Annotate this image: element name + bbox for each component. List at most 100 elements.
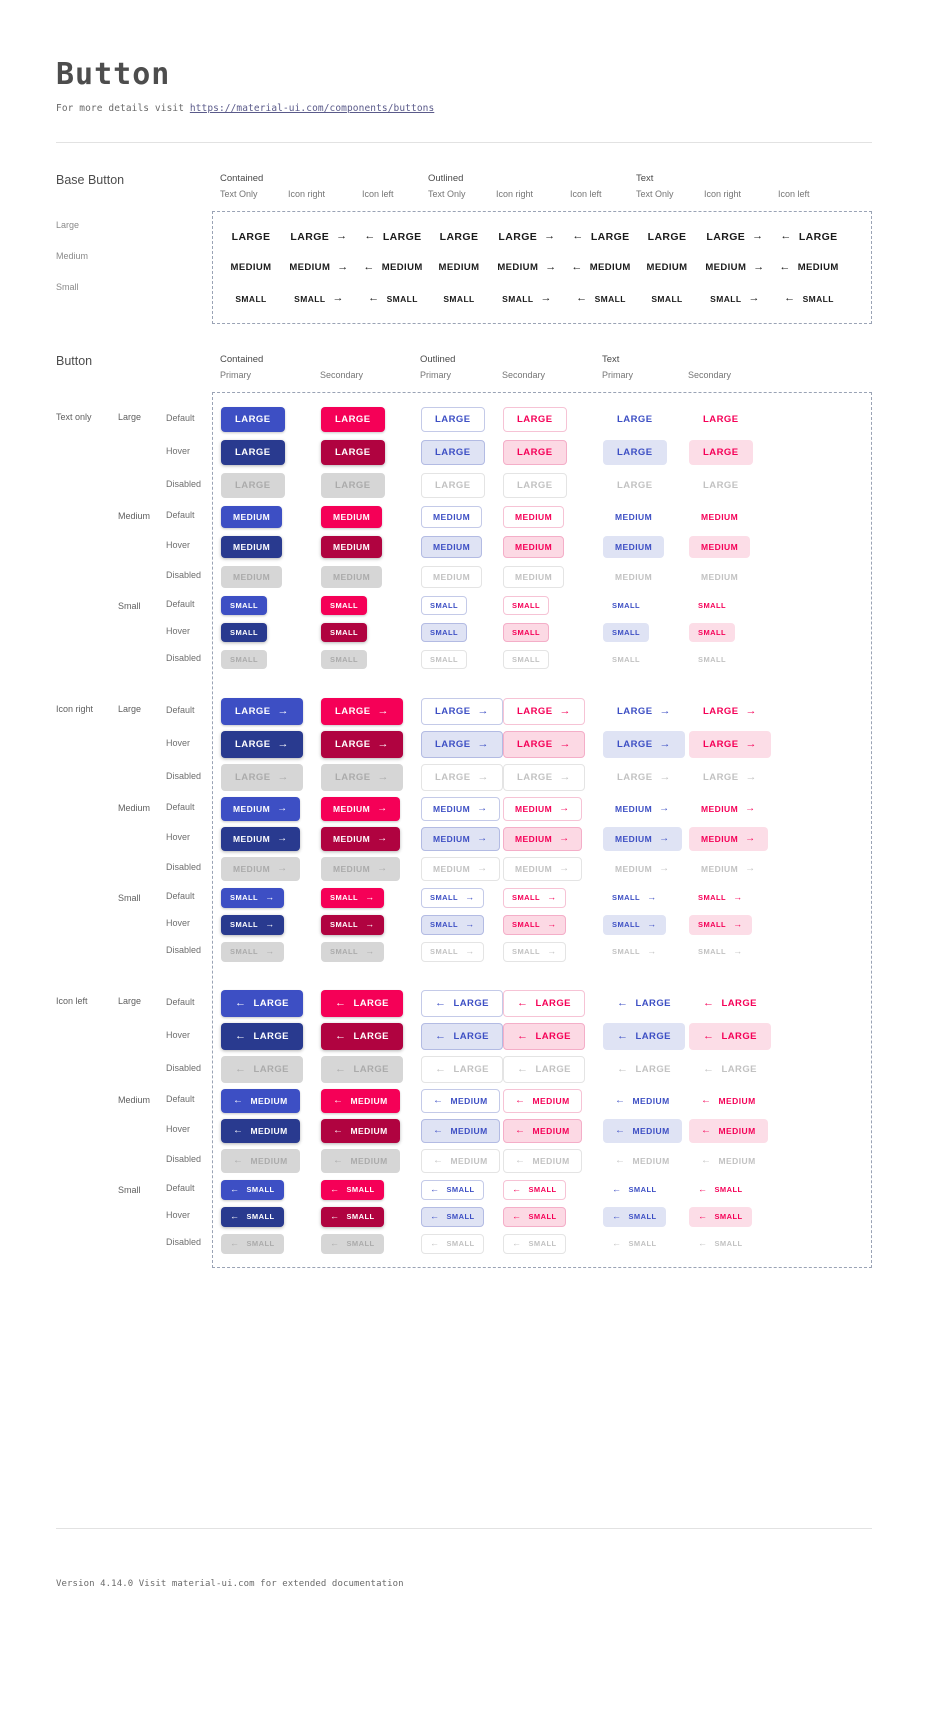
base-button[interactable]: ← SMALL	[784, 293, 834, 304]
button-outlined-primary-medium-hover[interactable]: ← MEDIUM	[421, 1119, 500, 1143]
button-text-secondary-medium-default[interactable]: ← MEDIUM	[689, 1089, 768, 1113]
button-contained-secondary-small-default[interactable]: ← SMALL	[321, 1179, 384, 1200]
button-contained-primary-large-default[interactable]: LARGE →	[221, 698, 303, 725]
button-outlined-primary-large-default[interactable]: LARGE	[421, 406, 485, 433]
base-button[interactable]: LARGE	[440, 231, 479, 243]
button-contained-secondary-medium-hover[interactable]: MEDIUM	[321, 535, 383, 559]
button-outlined-primary-small-default[interactable]: SMALL	[421, 596, 468, 615]
base-button[interactable]: ← LARGE	[780, 231, 837, 243]
button-text-primary-small-hover[interactable]: ← SMALL	[603, 1206, 666, 1227]
base-button[interactable]: MEDIUM →	[289, 262, 348, 274]
button-outlined-primary-medium-default[interactable]: ← MEDIUM	[421, 1089, 500, 1113]
button-text-primary-medium-default[interactable]: MEDIUM →	[603, 797, 682, 821]
button-contained-primary-large-hover[interactable]: ← LARGE	[221, 1023, 303, 1050]
button-outlined-primary-large-hover[interactable]: ← LARGE	[421, 1023, 503, 1050]
base-button[interactable]: MEDIUM →	[705, 262, 764, 274]
button-text-secondary-medium-default[interactable]: MEDIUM →	[689, 797, 768, 821]
button-text-secondary-large-default[interactable]: ← LARGE	[689, 990, 771, 1017]
base-button[interactable]: LARGE →	[498, 231, 555, 243]
button-text-primary-medium-default[interactable]: MEDIUM	[603, 506, 664, 529]
button-text-primary-small-default[interactable]: ← SMALL	[603, 1180, 666, 1200]
button-outlined-primary-small-default[interactable]: SMALL →	[421, 887, 484, 908]
button-text-secondary-large-default[interactable]: LARGE	[689, 407, 753, 433]
button-text-secondary-small-hover[interactable]: ← SMALL	[689, 1206, 752, 1227]
base-button[interactable]: LARGE →	[290, 231, 347, 243]
button-text-primary-large-default[interactable]: LARGE →	[603, 698, 685, 725]
button-outlined-primary-large-hover[interactable]: LARGE →	[421, 731, 503, 758]
button-contained-primary-medium-default[interactable]: MEDIUM →	[221, 797, 300, 821]
button-outlined-primary-medium-default[interactable]: MEDIUM →	[421, 797, 500, 821]
button-text-primary-small-hover[interactable]: SMALL →	[603, 914, 666, 935]
button-contained-primary-medium-hover[interactable]: MEDIUM →	[221, 827, 300, 851]
button-contained-secondary-medium-default[interactable]: MEDIUM	[321, 505, 383, 529]
button-text-primary-small-default[interactable]: SMALL	[603, 596, 649, 615]
button-contained-secondary-large-default[interactable]: LARGE →	[321, 698, 403, 725]
button-contained-secondary-small-default[interactable]: SMALL	[321, 596, 368, 615]
button-outlined-secondary-medium-default[interactable]: MEDIUM	[503, 505, 565, 529]
button-text-secondary-large-default[interactable]: LARGE →	[689, 698, 771, 725]
button-contained-primary-large-hover[interactable]: LARGE →	[221, 731, 303, 758]
base-button[interactable]: ← SMALL	[576, 293, 626, 304]
button-outlined-secondary-large-hover[interactable]: ← LARGE	[503, 1023, 585, 1050]
button-outlined-secondary-small-hover[interactable]: SMALL	[503, 623, 550, 642]
button-outlined-secondary-medium-hover[interactable]: ← MEDIUM	[503, 1119, 582, 1143]
button-text-primary-large-hover[interactable]: LARGE	[603, 439, 667, 466]
base-button[interactable]: SMALL	[651, 294, 682, 304]
button-text-secondary-large-hover[interactable]: LARGE	[689, 439, 753, 466]
button-outlined-primary-medium-default[interactable]: MEDIUM	[421, 505, 483, 529]
button-outlined-secondary-small-hover[interactable]: ← SMALL	[503, 1206, 566, 1227]
button-text-primary-medium-default[interactable]: ← MEDIUM	[603, 1089, 682, 1113]
button-contained-secondary-large-hover[interactable]: LARGE →	[321, 731, 403, 758]
button-contained-secondary-large-hover[interactable]: LARGE	[321, 439, 385, 466]
button-text-secondary-small-hover[interactable]: SMALL →	[689, 914, 752, 935]
button-contained-primary-large-default[interactable]: LARGE	[221, 406, 285, 433]
button-contained-primary-medium-hover[interactable]: MEDIUM	[221, 535, 283, 559]
button-text-primary-large-default[interactable]: ← LARGE	[603, 990, 685, 1017]
button-text-primary-large-default[interactable]: LARGE	[603, 407, 667, 433]
button-text-secondary-medium-default[interactable]: MEDIUM	[689, 506, 750, 529]
button-outlined-secondary-medium-hover[interactable]: MEDIUM	[503, 535, 565, 559]
button-outlined-primary-large-default[interactable]: ← LARGE	[421, 990, 503, 1017]
button-contained-primary-small-default[interactable]: ← SMALL	[221, 1179, 284, 1200]
base-button[interactable]: LARGE	[232, 231, 271, 243]
button-outlined-primary-medium-hover[interactable]: MEDIUM	[421, 535, 483, 559]
button-outlined-primary-small-hover[interactable]: SMALL	[421, 623, 468, 642]
button-text-secondary-large-hover[interactable]: LARGE →	[689, 731, 771, 758]
button-contained-secondary-large-default[interactable]: ← LARGE	[321, 990, 403, 1017]
base-button[interactable]: ← SMALL	[368, 293, 418, 304]
button-text-secondary-medium-hover[interactable]: MEDIUM	[689, 535, 751, 559]
base-button[interactable]: MEDIUM	[231, 262, 272, 273]
button-contained-primary-small-hover[interactable]: SMALL →	[221, 914, 284, 935]
base-button[interactable]: ← MEDIUM	[779, 262, 838, 274]
base-button[interactable]: ← LARGE	[364, 231, 421, 243]
button-outlined-primary-medium-hover[interactable]: MEDIUM →	[421, 827, 500, 851]
button-outlined-primary-small-hover[interactable]: SMALL →	[421, 914, 484, 935]
button-contained-secondary-small-hover[interactable]: SMALL →	[321, 914, 384, 935]
button-outlined-secondary-medium-hover[interactable]: MEDIUM →	[503, 827, 582, 851]
button-text-primary-medium-hover[interactable]: ← MEDIUM	[603, 1119, 682, 1143]
base-button[interactable]: MEDIUM	[647, 262, 688, 273]
button-contained-primary-medium-hover[interactable]: ← MEDIUM	[221, 1119, 300, 1143]
base-button[interactable]: ← MEDIUM	[363, 262, 422, 274]
button-text-primary-small-default[interactable]: SMALL →	[603, 888, 666, 908]
button-contained-primary-large-default[interactable]: ← LARGE	[221, 990, 303, 1017]
base-button[interactable]: SMALL →	[502, 293, 552, 304]
button-text-secondary-small-hover[interactable]: SMALL	[689, 623, 736, 642]
button-outlined-secondary-large-default[interactable]: LARGE	[503, 406, 567, 433]
button-text-secondary-small-default[interactable]: ← SMALL	[689, 1180, 752, 1200]
button-text-primary-medium-hover[interactable]: MEDIUM →	[603, 827, 682, 851]
button-outlined-secondary-large-default[interactable]: ← LARGE	[503, 990, 585, 1017]
button-text-primary-small-hover[interactable]: SMALL	[603, 623, 650, 642]
button-text-primary-large-hover[interactable]: LARGE →	[603, 731, 685, 758]
button-contained-primary-small-hover[interactable]: ← SMALL	[221, 1206, 284, 1227]
button-text-secondary-medium-hover[interactable]: MEDIUM →	[689, 827, 768, 851]
button-text-secondary-small-default[interactable]: SMALL →	[689, 888, 752, 908]
base-button[interactable]: SMALL →	[294, 293, 344, 304]
button-contained-secondary-small-default[interactable]: SMALL →	[321, 887, 384, 908]
button-text-secondary-medium-hover[interactable]: ← MEDIUM	[689, 1119, 768, 1143]
button-contained-secondary-large-default[interactable]: LARGE	[321, 406, 385, 433]
button-contained-secondary-medium-default[interactable]: ← MEDIUM	[321, 1089, 400, 1113]
button-outlined-primary-large-default[interactable]: LARGE →	[421, 698, 503, 725]
base-button[interactable]: ← MEDIUM	[571, 262, 630, 274]
docs-link[interactable]: https://material-ui.com/components/butto…	[189, 103, 435, 114]
